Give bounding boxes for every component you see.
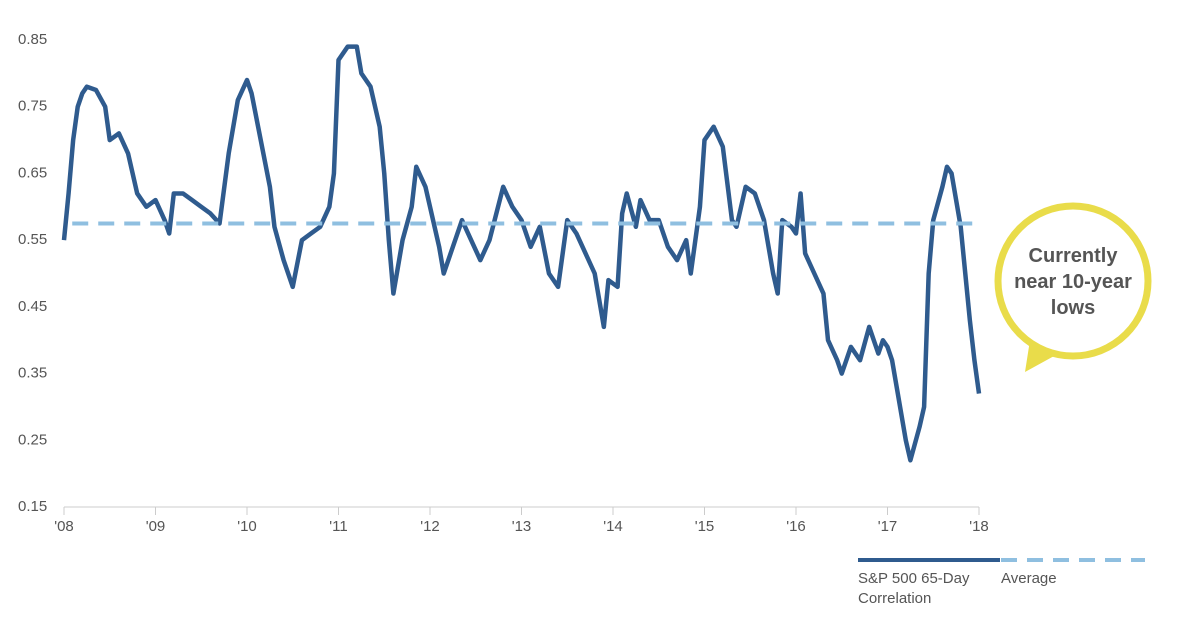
x-tick-label: '09 <box>146 518 166 535</box>
y-tick-label: 0.85 <box>18 31 47 48</box>
y-tick-label: 0.15 <box>18 498 47 515</box>
series-line <box>61 44 982 463</box>
x-tick-label: '10 <box>237 518 257 535</box>
x-tick-label: '16 <box>786 518 806 535</box>
y-tick-label: 0.65 <box>18 164 47 181</box>
x-tick-label: '13 <box>512 518 532 535</box>
x-tick-label: '14 <box>603 518 623 535</box>
x-tick-label: '12 <box>420 518 440 535</box>
y-tick-label: 0.75 <box>18 98 47 115</box>
callout-text: Currently near 10-year lows <box>1014 245 1132 319</box>
y-tick-label: 0.55 <box>18 231 47 248</box>
legend-label: Average <box>1001 570 1057 587</box>
x-tick-label: '15 <box>695 518 715 535</box>
x-tick-label: '18 <box>969 518 989 535</box>
x-tick-label: '11 <box>329 518 347 535</box>
x-tick-label: '17 <box>878 518 898 535</box>
x-tick-label: '08 <box>54 518 74 535</box>
legend-label: S&P 500 65-Day Correlation <box>858 570 970 607</box>
y-tick-label: 0.35 <box>18 365 47 382</box>
y-tick-label: 0.45 <box>18 298 47 315</box>
callout-circle <box>994 202 1152 360</box>
y-tick-label: 0.25 <box>18 431 47 448</box>
